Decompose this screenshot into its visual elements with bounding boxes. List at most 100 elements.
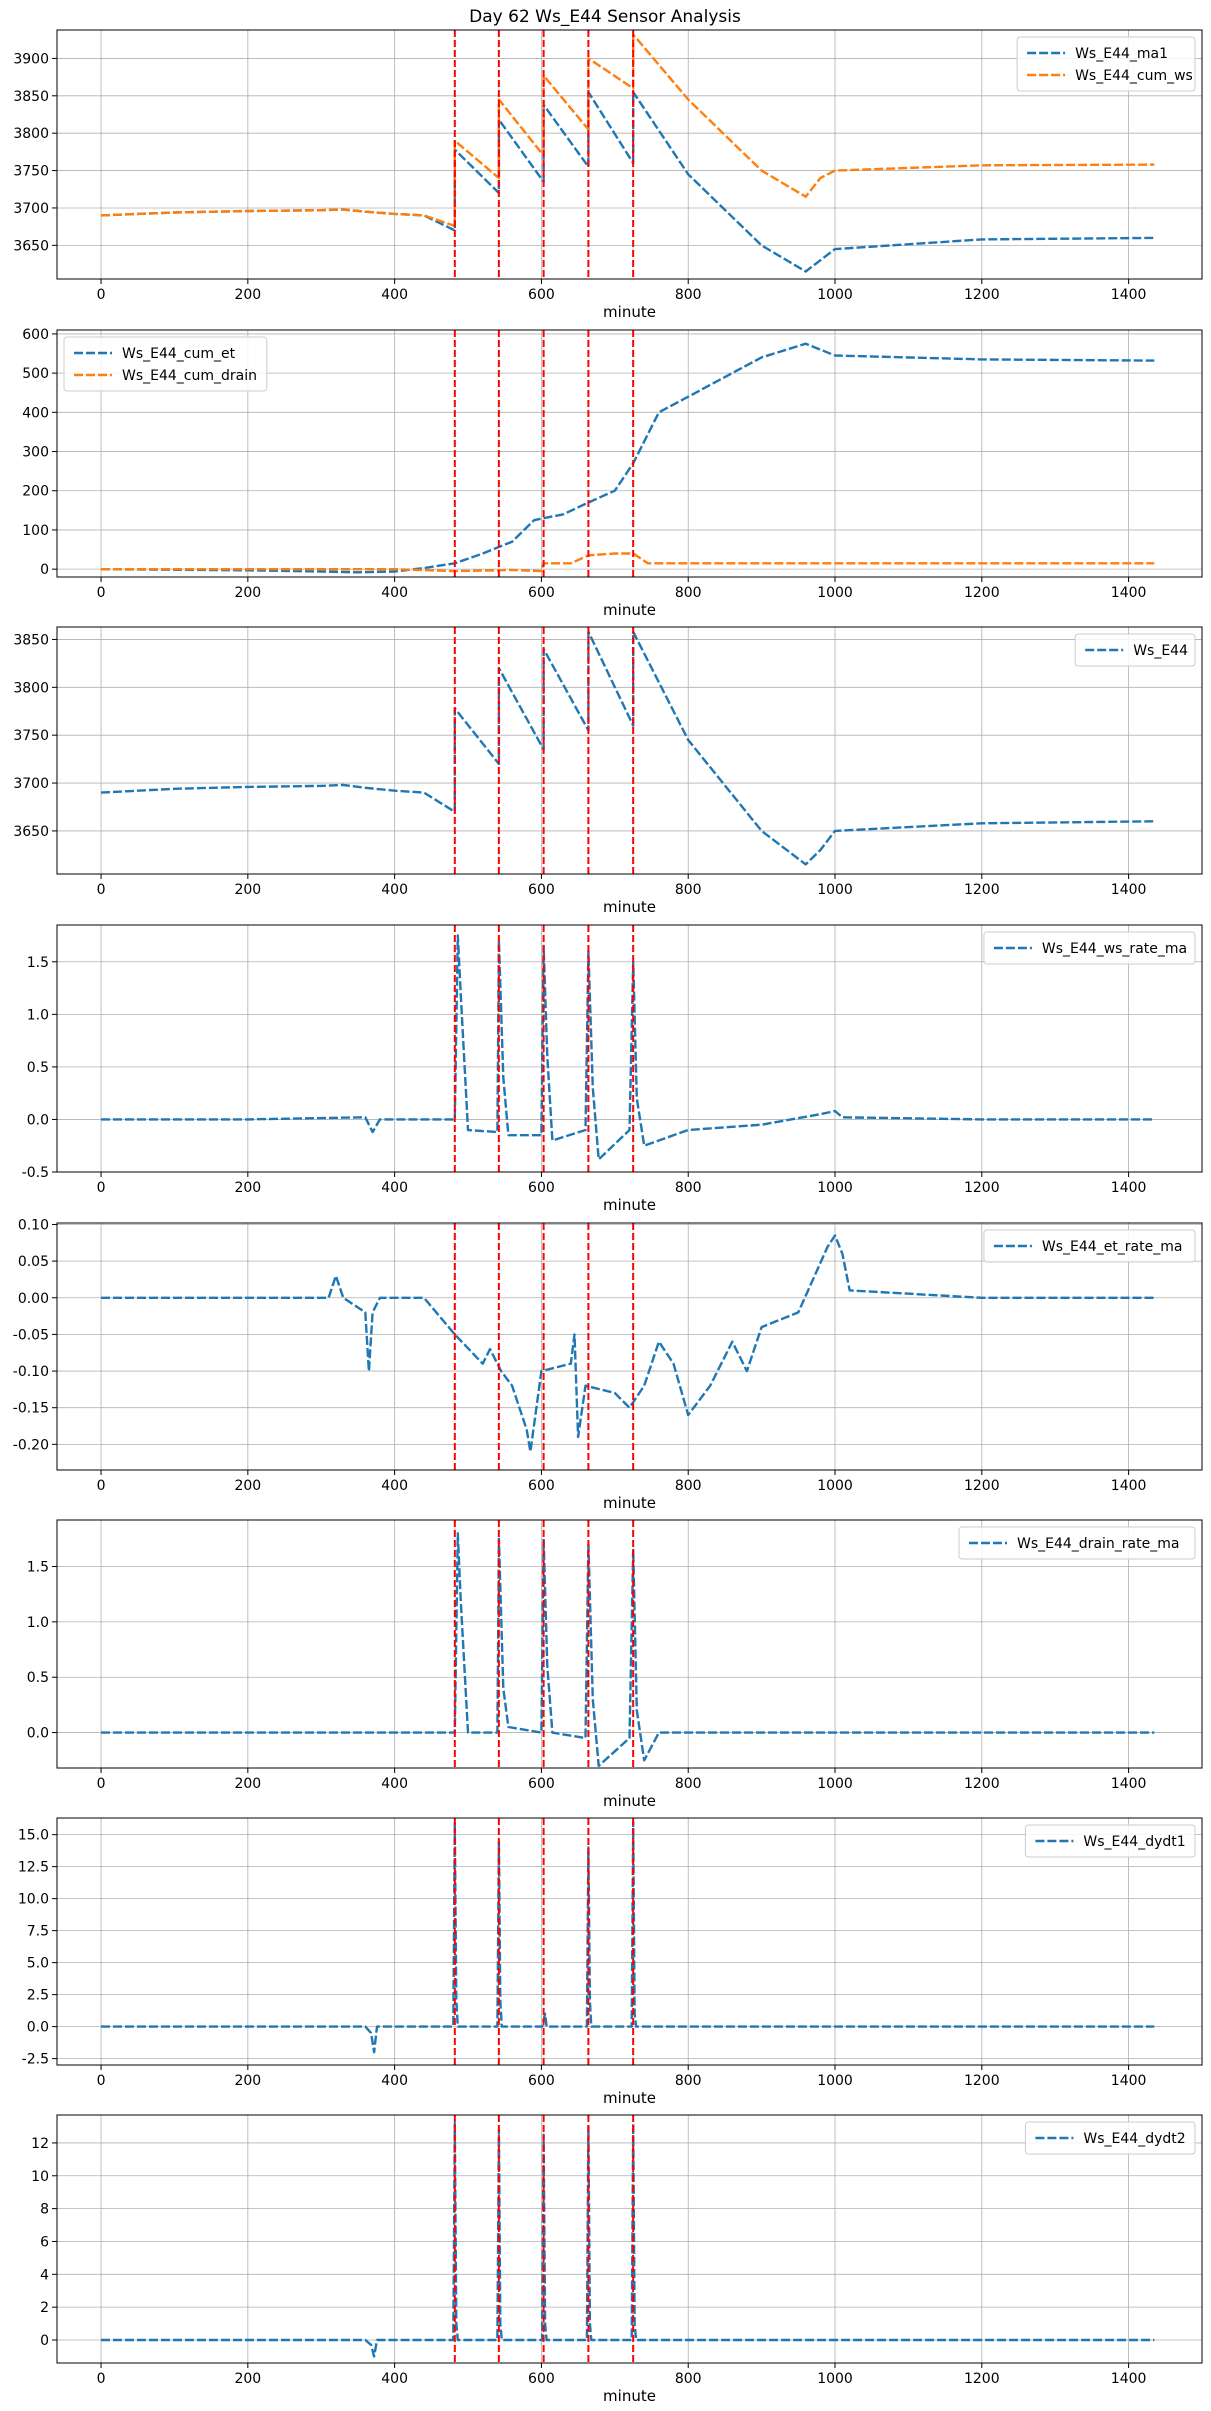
y-tick-label: 2.5 — [27, 1988, 49, 2004]
x-tick-label: 1200 — [964, 2371, 1000, 2387]
series-line-Ws_E44_cum_drain — [101, 552, 1155, 573]
axes-frame — [56, 2114, 1203, 2364]
subplot-1: 0 200 400 600 800 1000 1200 1400 minute 3650 3700 3… — [13, 29, 1203, 321]
y-tick-label: 4 — [40, 2267, 49, 2283]
axes-frame — [56, 924, 1203, 1173]
x-tick-label: 600 — [528, 2371, 555, 2387]
x-tick-label: 600 — [528, 882, 555, 898]
legend: Ws_E44 — [1074, 633, 1196, 667]
series-line-Ws_E44_dydt1 — [101, 1820, 1155, 2054]
x-tick-label: 1000 — [817, 287, 853, 303]
y-tick-label: 3650 — [13, 238, 49, 254]
x-tick-label: 200 — [234, 1180, 261, 1196]
subplot-7: 0 200 400 600 800 1000 1200 1400 minute -2.5 0.0 2.… — [18, 1817, 1203, 2107]
subplot-3: 0 200 400 600 800 1000 1200 1400 minute 3650 3700 3… — [13, 626, 1203, 916]
legend-label: Ws_E44_et_rate_ma — [1042, 1239, 1183, 1255]
x-tick-label: 600 — [528, 1478, 555, 1494]
y-tick-label: 3850 — [13, 632, 49, 648]
x-tick-label: 800 — [675, 2371, 702, 2387]
legend-label: Ws_E44_drain_rate_ma — [1017, 1536, 1179, 1552]
y-tick-label: 0.5 — [27, 1670, 49, 1686]
x-tick-label: 1000 — [817, 2371, 853, 2387]
x-axis-label: minute — [603, 2387, 656, 2405]
x-tick-label: 400 — [381, 1180, 408, 1196]
x-tick-label: 400 — [381, 2073, 408, 2089]
y-tick-label: 300 — [22, 445, 49, 461]
legend: Ws_E44_dydt1 — [1024, 1824, 1196, 1858]
series-group — [100, 30, 1155, 279]
x-tick-label: 0 — [97, 2371, 106, 2387]
x-tick-label: 1200 — [964, 287, 1000, 303]
y-tick-label: -2.5 — [22, 2052, 49, 2068]
x-tick-label: 400 — [381, 1776, 408, 1792]
y-tick-label: 200 — [22, 484, 49, 500]
subplot-8: 0 200 400 600 800 1000 1200 1400 minute 0 2 4 6 8 10 12… — [31, 2114, 1203, 2405]
subplot-6: 0 200 400 600 800 1000 1200 1400 minute 0.0 0.5 1.0… — [27, 1519, 1203, 1810]
x-tick-label: 1000 — [817, 1776, 853, 1792]
subplot-2: 0 200 400 600 800 1000 1200 1400 minute 0 100 200 30… — [22, 327, 1203, 619]
y-tick-label: -0.5 — [22, 1165, 49, 1181]
legend-label: Ws_E44_cum_drain — [122, 368, 257, 384]
series-group — [101, 925, 1155, 1172]
y-tick-label: 100 — [22, 523, 49, 539]
legend: Ws_E44_dydt2 — [1024, 2121, 1196, 2155]
x-tick-label: 1000 — [817, 585, 853, 601]
legend: Ws_E44_ma1 Ws_E44_cum_ws — [1016, 36, 1196, 92]
x-tick-label: 800 — [675, 1478, 702, 1494]
legend-box — [983, 931, 1196, 965]
x-tick-label: 0 — [97, 1478, 106, 1494]
x-tick-label: 1000 — [817, 1478, 853, 1494]
x-tick-label: 1400 — [1111, 1478, 1147, 1494]
series-line-Ws_E44_ma1 — [100, 90, 1155, 273]
legend: Ws_E44_ws_rate_ma — [983, 931, 1196, 965]
x-tick-label: 400 — [381, 1478, 408, 1494]
y-tick-label: 1.5 — [27, 1560, 49, 1576]
x-axis-label: minute — [603, 303, 656, 321]
y-tick-label: -0.15 — [13, 1401, 49, 1417]
x-tick-label: 400 — [381, 882, 408, 898]
x-tick-label: 200 — [234, 287, 261, 303]
y-tick-label: 3700 — [13, 201, 49, 217]
y-tick-label: 1.5 — [27, 955, 49, 971]
x-tick-label: 200 — [234, 585, 261, 601]
legend-label: Ws_E44_cum_et — [122, 346, 236, 362]
legend-label: Ws_E44_ws_rate_ma — [1042, 941, 1187, 957]
y-tick-label: 10.0 — [18, 1892, 49, 1908]
legend-box — [63, 336, 268, 392]
y-tick-label: -0.05 — [13, 1327, 49, 1343]
series-line-Ws_E44_drain_rate_ma — [101, 1532, 1155, 1768]
y-tick-label: 0.0 — [27, 2020, 49, 2036]
x-tick-label: 1000 — [817, 1180, 853, 1196]
legend-label: Ws_E44_dydt2 — [1083, 2131, 1185, 2147]
legend: Ws_E44_cum_et Ws_E44_cum_drain — [63, 336, 268, 392]
series-group — [101, 1818, 1155, 2065]
y-tick-label: 7.5 — [27, 1924, 49, 1940]
x-tick-label: 600 — [528, 2073, 555, 2089]
y-tick-label: 6 — [40, 2234, 49, 2250]
axes-frame — [56, 329, 1203, 578]
x-axis-label: minute — [603, 2089, 656, 2107]
y-tick-label: 3750 — [13, 164, 49, 180]
x-tick-label: 1200 — [964, 1776, 1000, 1792]
x-tick-label: 200 — [234, 1776, 261, 1792]
y-tick-label: -0.20 — [13, 1437, 49, 1453]
y-tick-label: 1.0 — [27, 1007, 49, 1023]
series-line-Ws_E44 — [100, 630, 1155, 866]
x-axis-label: minute — [603, 898, 656, 916]
y-tick-label: 15.0 — [18, 1828, 49, 1844]
x-tick-label: 800 — [675, 882, 702, 898]
grid — [57, 1818, 1202, 2065]
legend-box — [958, 1526, 1196, 1560]
y-tick-label: 500 — [22, 366, 49, 382]
x-tick-label: 1400 — [1111, 882, 1147, 898]
legend-label: Ws_E44_cum_ws — [1075, 68, 1193, 84]
y-tick-label: 400 — [22, 405, 49, 421]
y-tick-label: 3750 — [13, 728, 49, 744]
x-tick-label: 800 — [675, 1776, 702, 1792]
x-tick-label: 1200 — [964, 585, 1000, 601]
series-line-Ws_E44_cum_et — [100, 342, 1155, 574]
x-tick-label: 0 — [97, 1776, 106, 1792]
y-tick-label: 3800 — [13, 680, 49, 696]
axes-frame — [56, 1222, 1203, 1471]
